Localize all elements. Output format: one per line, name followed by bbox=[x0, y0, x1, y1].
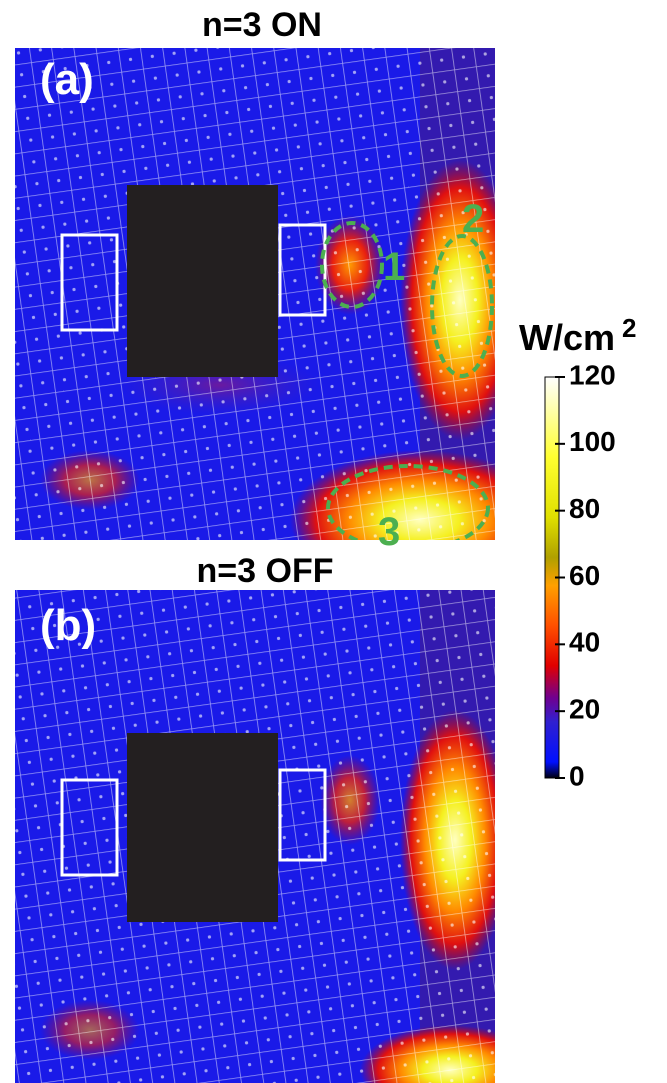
panel-label: (b) bbox=[40, 601, 96, 650]
colorbar-tick-label: 120 bbox=[569, 359, 616, 390]
panel-title: n=3 ON bbox=[202, 6, 322, 44]
colorbar-tick-label: 80 bbox=[569, 493, 600, 524]
colorbar-tick-label: 60 bbox=[569, 560, 600, 591]
annotation: 1 bbox=[383, 245, 405, 289]
colorbar-tick-label: 0 bbox=[569, 760, 585, 791]
annotation: 2 bbox=[462, 197, 484, 241]
panel-title: n=3 OFF bbox=[197, 552, 334, 590]
colorbar-label-sup: 2 bbox=[622, 313, 636, 343]
ir-image bbox=[15, 48, 495, 540]
colorbar-tick-label: 40 bbox=[569, 627, 600, 658]
annotation: 3 bbox=[378, 510, 400, 554]
panel-label: (a) bbox=[40, 55, 94, 104]
colorbar-label: W/cm bbox=[519, 317, 615, 358]
colorbar-tick-label: 20 bbox=[569, 694, 600, 725]
colorbar-tick-label: 100 bbox=[569, 426, 616, 457]
ir-image bbox=[15, 590, 495, 1083]
